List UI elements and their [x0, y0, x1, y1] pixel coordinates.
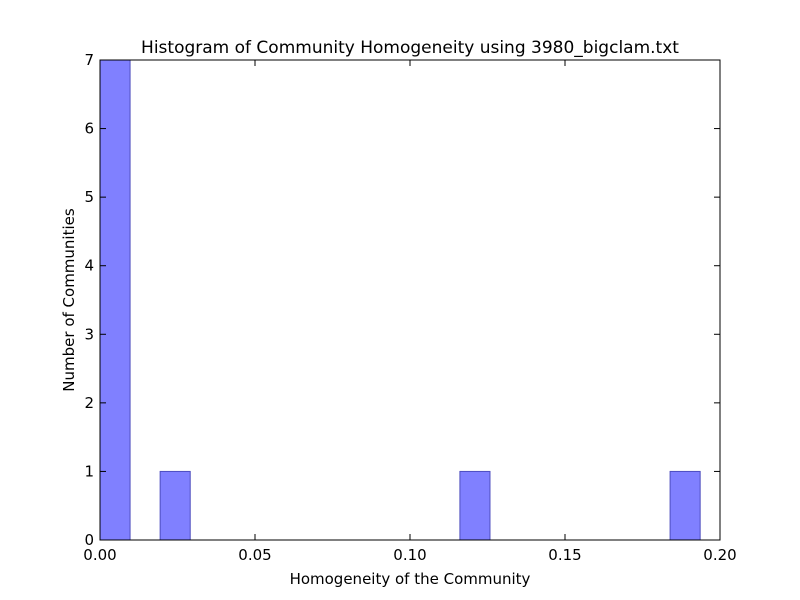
y-tick-label-2: 2 [84, 394, 94, 412]
histogram-bar-0 [99, 59, 131, 541]
histogram-bar-3 [669, 470, 701, 541]
chart-title: Histogram of Community Homogeneity using… [141, 38, 679, 58]
x-tick-label-3: 0.15 [548, 546, 581, 564]
y-tick-label-6: 6 [84, 120, 94, 138]
y-tick-label-5: 5 [84, 188, 94, 206]
x-tick-label-1: 0.05 [238, 546, 271, 564]
y-tick-label-1: 1 [84, 462, 94, 480]
y-tick-label-4: 4 [84, 257, 94, 275]
y-tick-label-7: 7 [84, 51, 94, 69]
y-axis-label: Number of Communities [60, 208, 78, 392]
x-tick-label-4: 0.20 [703, 546, 736, 564]
plot-frame [99, 59, 721, 541]
x-axis-label: Homogeneity of the Community [290, 570, 531, 588]
histogram-bar-2 [459, 470, 491, 541]
x-tick-label-0: 0.00 [83, 546, 116, 564]
y-tick-label-0: 0 [84, 531, 94, 549]
x-tick-label-2: 0.10 [393, 546, 426, 564]
y-tick-label-3: 3 [84, 325, 94, 343]
bars-group [99, 59, 701, 541]
histogram-bar-1 [159, 470, 191, 541]
ticks-group: 0.00 0.05 0.10 0.15 0.20 0 1 2 3 4 5 6 7 [83, 51, 736, 564]
